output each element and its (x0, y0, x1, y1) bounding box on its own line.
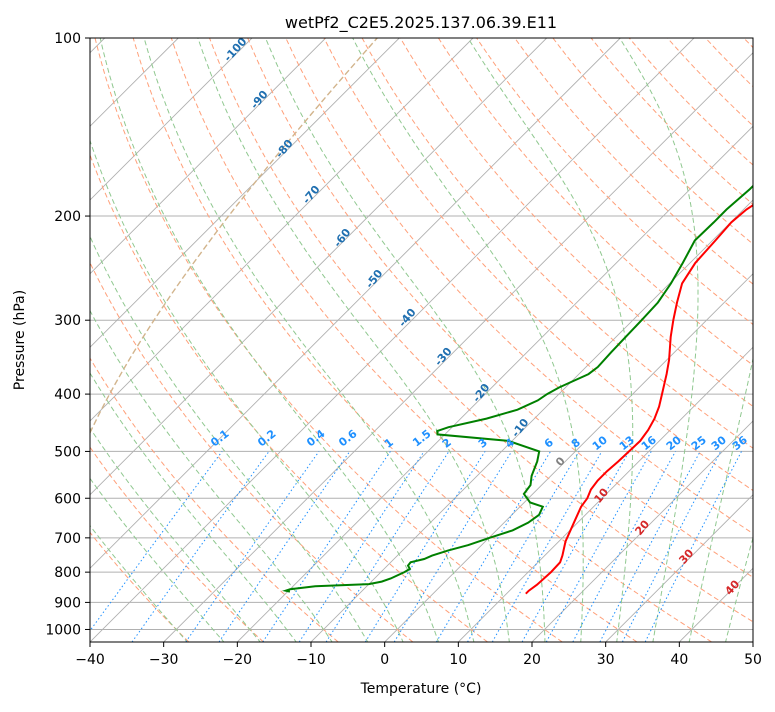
y-tick-label: 600 (54, 491, 81, 507)
y-tick-label: 500 (54, 444, 81, 460)
y-tick-label: 100 (54, 31, 81, 47)
y-axis-title: Pressure (hPa) (12, 290, 28, 390)
x-tick-label: 40 (670, 652, 688, 668)
x-tick-label: 30 (597, 652, 615, 668)
x-tick-label: 10 (449, 652, 467, 668)
x-tick-label: −20 (223, 652, 253, 668)
x-tick-label: −10 (296, 652, 326, 668)
y-tick-label: 700 (54, 531, 81, 547)
y-tick-label: 200 (54, 209, 81, 225)
x-tick-label: 20 (523, 652, 541, 668)
x-axis-title: Temperature (°C) (360, 681, 482, 697)
x-tick-label: 0 (380, 652, 389, 668)
chart-title: wetPf2_C2E5.2025.137.06.39.E11 (285, 13, 557, 33)
y-tick-label: 900 (54, 595, 81, 611)
y-tick-label: 1000 (45, 622, 81, 638)
y-tick-label: 400 (54, 387, 81, 403)
x-tick-label: −40 (75, 652, 105, 668)
x-tick-label: 50 (744, 652, 762, 668)
y-tick-label: 800 (54, 565, 81, 581)
y-tick-label: 300 (54, 313, 81, 329)
x-tick-label: −30 (149, 652, 179, 668)
